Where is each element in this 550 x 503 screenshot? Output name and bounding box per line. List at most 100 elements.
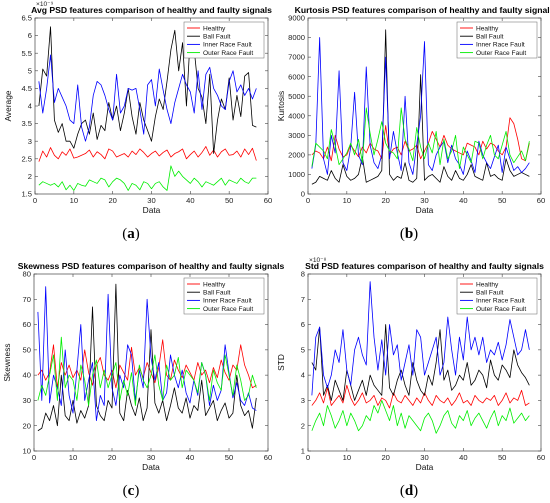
series-line-outer-race-fault	[38, 165, 257, 191]
caption-label: (b)	[400, 226, 418, 242]
y-tick-label: 40	[23, 371, 31, 380]
x-tick-label: 30	[420, 453, 428, 462]
x-tick-label: 20	[108, 453, 116, 462]
y-tick-label: 60	[23, 320, 31, 329]
axis-exponent: ×10⁻⁹	[36, 1, 54, 8]
x-tick-label: 0	[306, 196, 310, 205]
x-tick-label: 10	[70, 196, 78, 205]
series-line-outer-race-fault	[37, 336, 257, 406]
y-tick-label: 7000	[288, 53, 305, 62]
chart-title: Kurtosis PSD features comparison of heal…	[295, 5, 550, 15]
y-tick-label: 5.5	[21, 49, 32, 58]
series-line-ball-fault	[311, 29, 530, 185]
y-axis-label: Kurtosis	[276, 91, 286, 121]
x-tick-label: 0	[32, 453, 36, 462]
legend-entry: Outer Race Fault	[476, 306, 526, 313]
series-line-healthy	[38, 146, 257, 162]
series-line-inner-race-fault	[311, 37, 530, 175]
y-tick-label: 2	[301, 421, 305, 430]
y-tick-label: 4000	[288, 111, 305, 120]
series-line-ball-fault	[38, 26, 257, 154]
series-line-healthy	[311, 117, 530, 162]
x-tick-label: 10	[69, 453, 77, 462]
x-tick-label: 20	[108, 196, 116, 205]
chart-title: Skewness PSD features comparison of heal…	[18, 261, 285, 271]
legend-entry: Healthy	[203, 25, 226, 32]
y-tick-label: 5	[28, 66, 32, 75]
y-tick-label: 50	[23, 345, 31, 354]
caption-letter: b	[405, 226, 413, 242]
x-tick-label: 60	[537, 196, 545, 205]
legend-entry: Inner Race Fault	[203, 298, 252, 305]
x-tick-label: 50	[498, 453, 506, 462]
series-line-healthy	[311, 384, 530, 409]
y-tick-label: 3	[301, 396, 305, 405]
y-tick-label: 1	[301, 447, 305, 456]
x-tick-label: 30	[420, 196, 428, 205]
caption-letter: d	[405, 483, 414, 499]
y-tick-label: 2	[28, 172, 32, 181]
y-tick-label: 20	[23, 421, 31, 430]
y-tick-label: 6.5	[21, 14, 32, 23]
caption-label: (a)	[122, 226, 140, 242]
chart-title: Avg PSD features comparison of healthy a…	[31, 5, 272, 15]
series-line-inner-race-fault	[311, 281, 530, 396]
x-tick-label: 50	[225, 196, 233, 205]
y-tick-label: 1.5	[21, 190, 32, 199]
x-axis-label: Data	[416, 205, 434, 215]
chart-title: Std PSD features comparison of healthy a…	[305, 261, 544, 271]
axis-exponent: ×10⁻⁸	[309, 257, 327, 264]
x-axis-label: Data	[142, 462, 160, 472]
y-tick-label: 6	[301, 320, 305, 329]
y-tick-label: 10	[23, 447, 31, 456]
y-tick-label: 4.5	[21, 84, 32, 93]
legend-entry: Healthy	[476, 25, 499, 32]
x-tick-label: 10	[343, 453, 351, 462]
legend-entry: Outer Race Fault	[203, 50, 253, 57]
x-tick-label: 20	[381, 196, 389, 205]
legend-entry: Ball Fault	[476, 34, 504, 41]
legend-entry: Inner Race Fault	[476, 298, 525, 305]
series-line-healthy	[37, 339, 257, 389]
y-tick-label: 5000	[288, 92, 305, 101]
y-tick-label: 5	[301, 345, 305, 354]
caption-label: (d)	[400, 483, 418, 499]
legend-entry: Healthy	[203, 281, 226, 288]
y-axis-label: STD	[276, 354, 286, 371]
x-tick-label: 30	[147, 196, 155, 205]
legend-entry: Ball Fault	[476, 290, 504, 297]
series-line-outer-race-fault	[311, 107, 530, 169]
y-tick-label: 30	[23, 396, 31, 405]
y-tick-label: 3.5	[21, 119, 32, 128]
y-tick-label: 8	[301, 270, 305, 279]
x-tick-label: 30	[147, 453, 155, 462]
series-line-inner-race-fault	[37, 286, 257, 422]
x-tick-label: 60	[264, 453, 272, 462]
y-tick-label: 2000	[288, 150, 305, 159]
legend-entry: Outer Race Fault	[203, 306, 253, 313]
y-tick-label: 4	[28, 102, 32, 111]
x-tick-label: 0	[33, 196, 37, 205]
y-tick-label: 2.5	[21, 154, 32, 163]
caption-letter: c	[128, 483, 135, 499]
y-tick-label: 4	[301, 371, 305, 380]
x-tick-label: 50	[225, 453, 233, 462]
y-tick-label: 80	[23, 270, 31, 279]
series-line-inner-race-fault	[38, 54, 257, 142]
legend-entry: Outer Race Fault	[476, 50, 526, 57]
chart-panel-a: Avg PSD features comparison of healthy a…	[3, 1, 272, 242]
legend-entry: Inner Race Fault	[203, 42, 252, 49]
x-tick-label: 0	[306, 453, 310, 462]
y-tick-label: 3000	[288, 131, 305, 140]
y-axis-label: Average	[3, 90, 13, 121]
legend-entry: Ball Fault	[203, 290, 231, 297]
x-tick-label: 40	[186, 453, 194, 462]
y-tick-label: 7	[301, 295, 305, 304]
chart-panel-c: Skewness PSD features comparison of heal…	[2, 261, 284, 499]
y-axis-label: Skewness	[2, 343, 12, 381]
